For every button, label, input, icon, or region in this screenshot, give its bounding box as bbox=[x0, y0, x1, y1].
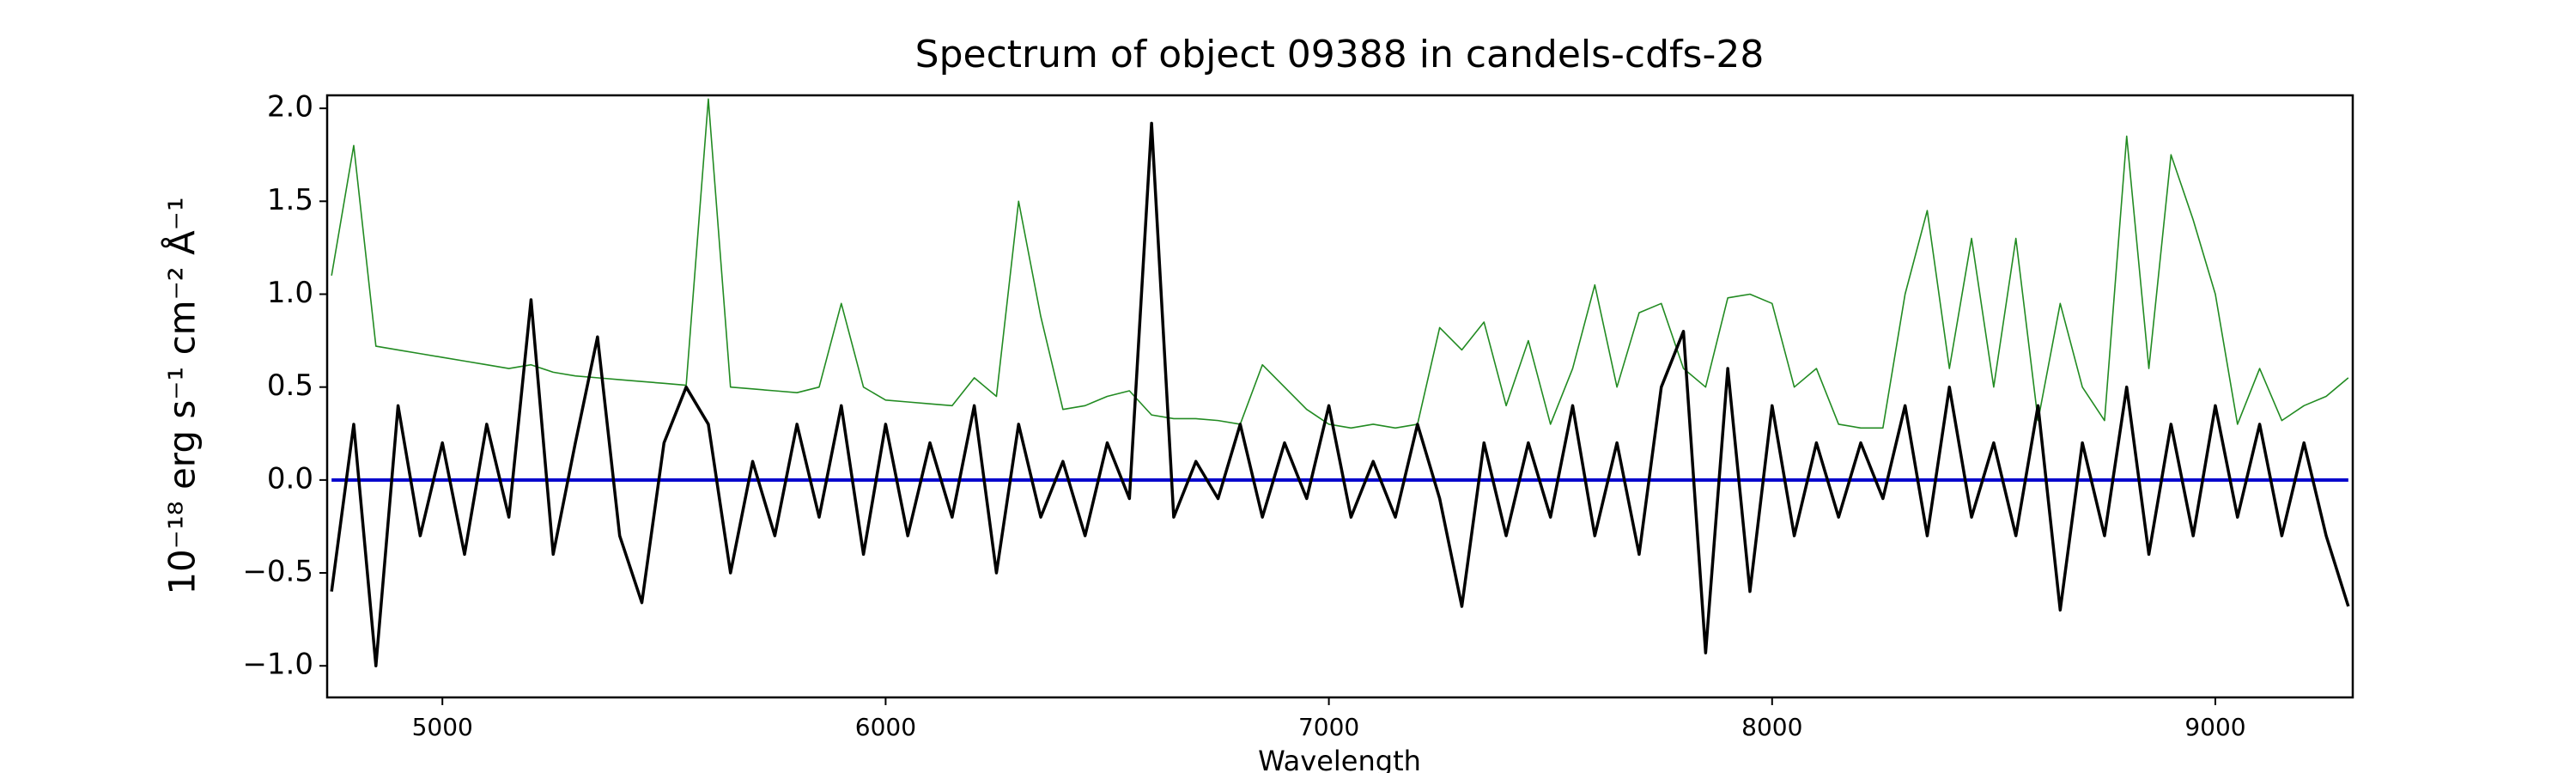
y-tick-label: 0.0 bbox=[267, 461, 313, 496]
chart-title: Spectrum of object 09388 in candels-cdfs… bbox=[915, 33, 1765, 76]
y-tick-label: 1.0 bbox=[267, 276, 313, 310]
y-axis-label: 10⁻¹⁸ erg s⁻¹ cm⁻² Å⁻¹ bbox=[161, 197, 204, 594]
y-tick-label: 2.0 bbox=[267, 90, 313, 125]
series-line bbox=[331, 98, 2349, 429]
series-line bbox=[330, 121, 2350, 667]
x-tick-label: 9000 bbox=[2184, 713, 2245, 741]
x-tick-label: 5000 bbox=[412, 713, 473, 741]
x-tick-label: 6000 bbox=[855, 713, 916, 741]
axes-frame bbox=[325, 94, 2354, 699]
x-tick-label: 7000 bbox=[1298, 713, 1359, 741]
plot-area bbox=[330, 98, 2350, 667]
y-tick-label: −1.0 bbox=[242, 648, 313, 682]
y-tick-label: 0.5 bbox=[267, 368, 313, 403]
x-axis-label: Wavelength bbox=[1258, 745, 1421, 773]
y-tick-label: 1.5 bbox=[267, 183, 313, 217]
y-tick-label: −0.5 bbox=[242, 555, 313, 589]
x-tick-label: 8000 bbox=[1741, 713, 1802, 741]
